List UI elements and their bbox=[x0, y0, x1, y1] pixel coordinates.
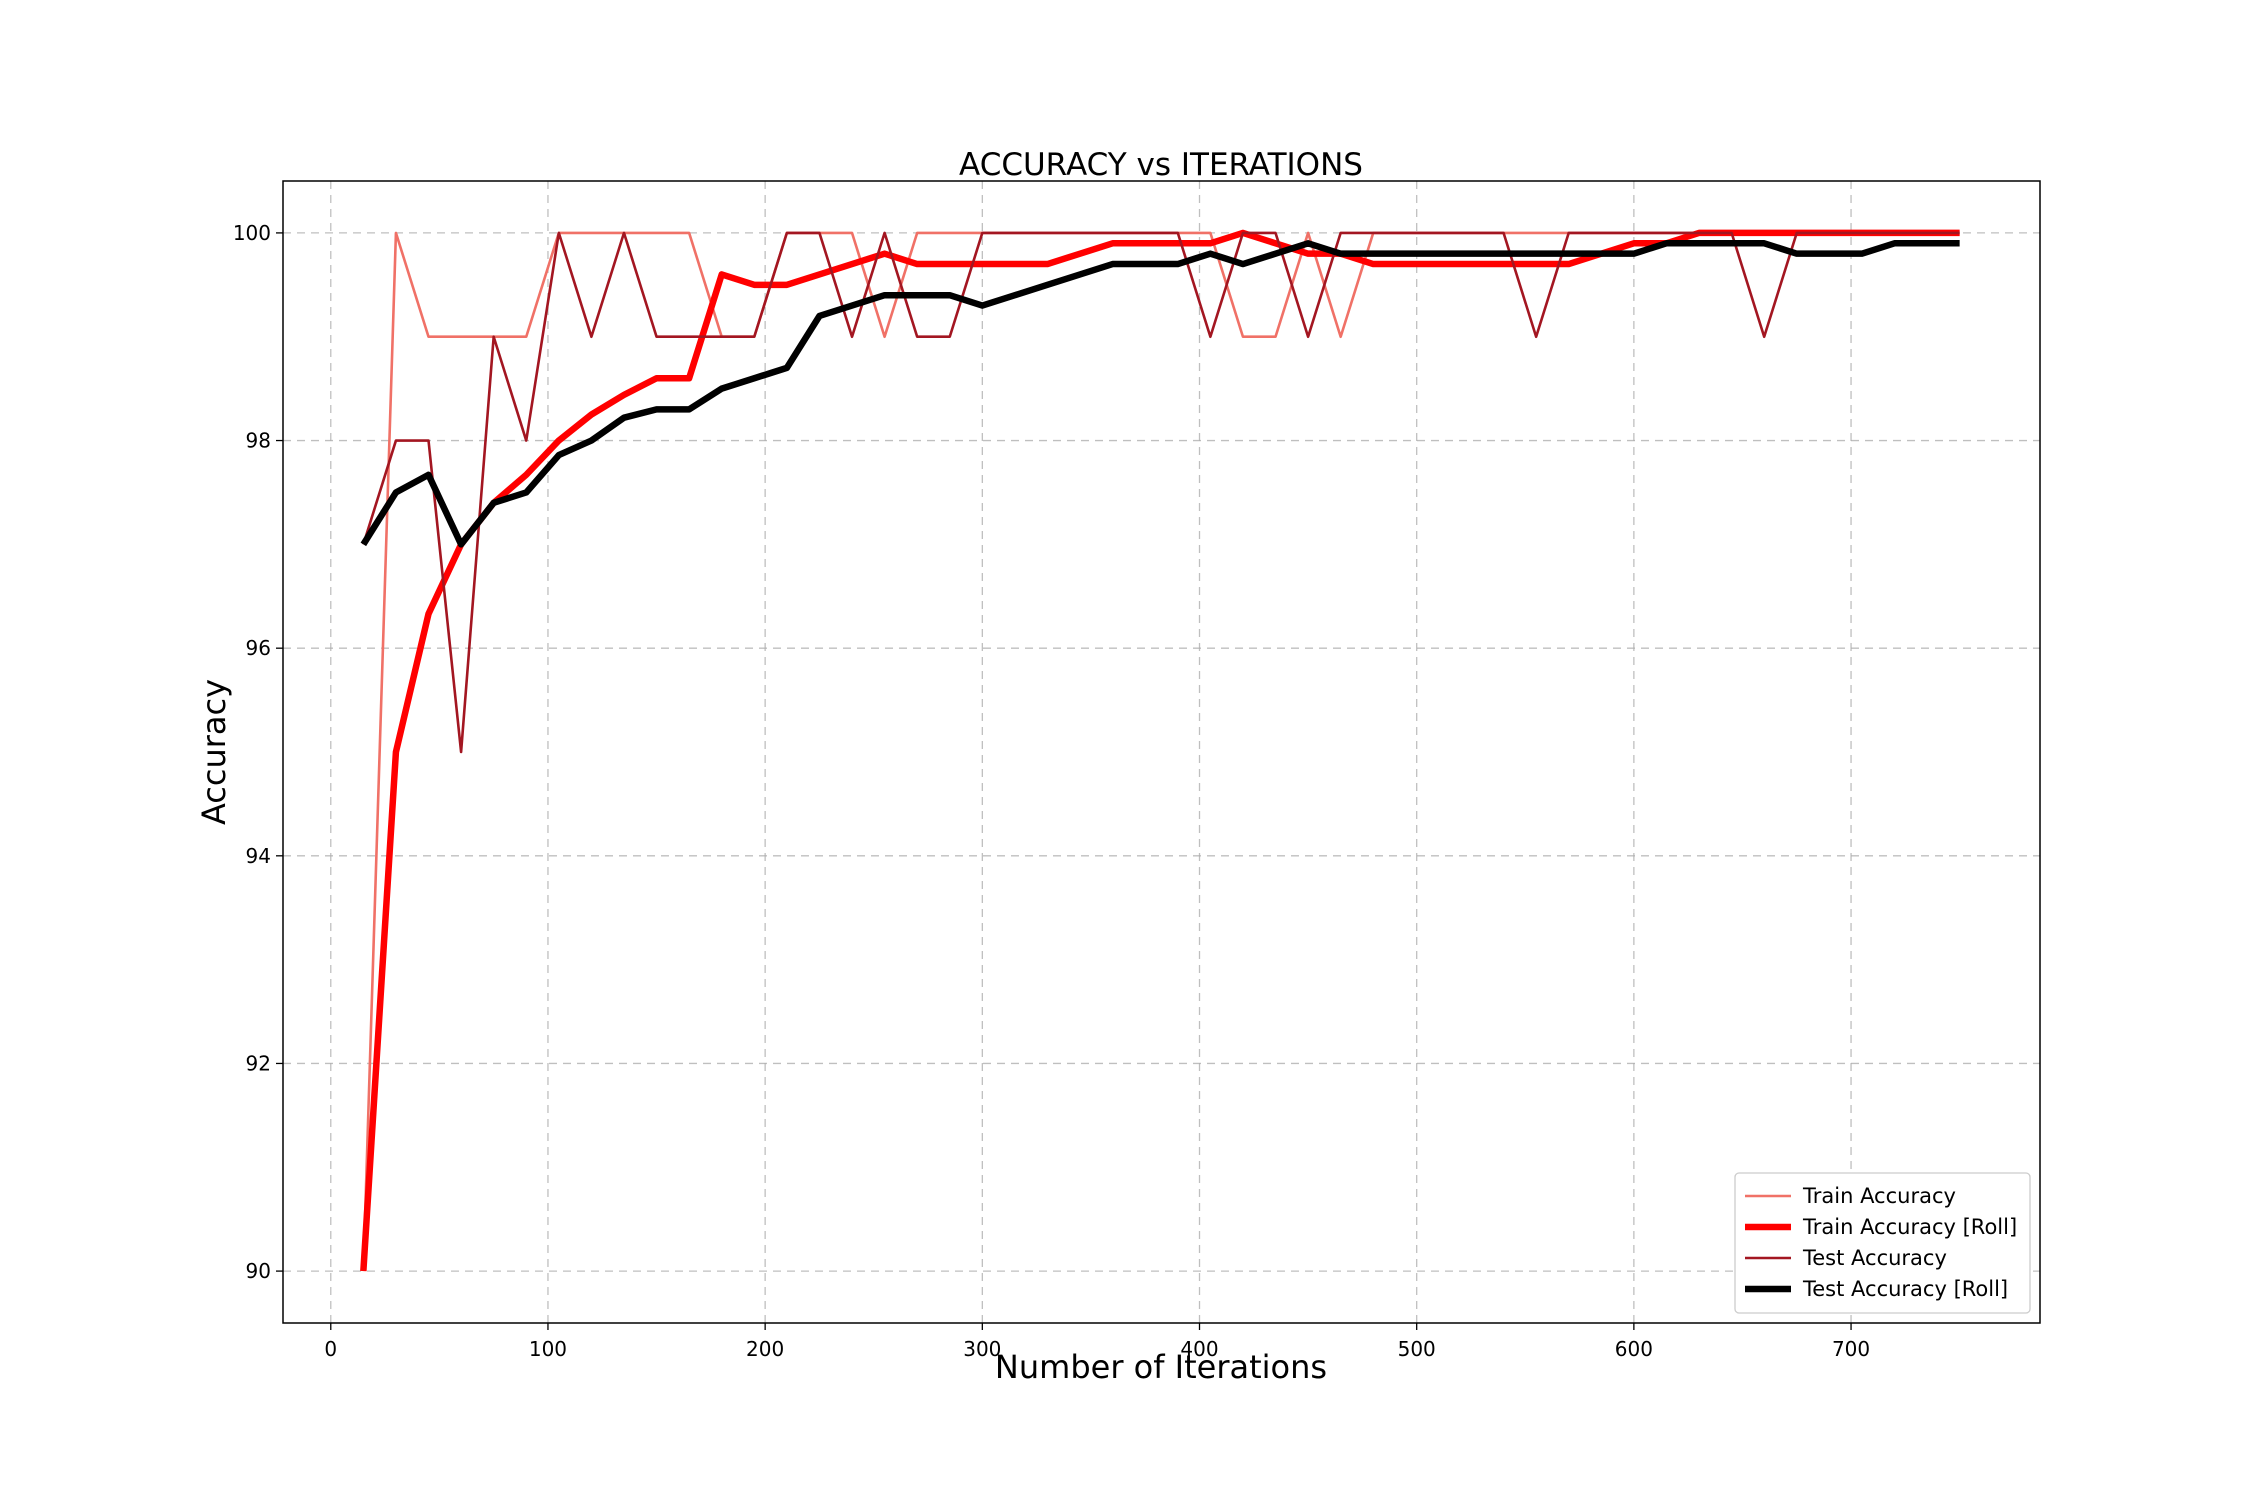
axis-ticks: 0 100 200 300 400 500 600 700 90 92 94 96 98 100 bbox=[233, 221, 1870, 1361]
legend-label-1: Train Accuracy bbox=[1802, 1184, 1956, 1208]
legend-label-4: Test Accuracy [Roll] bbox=[1802, 1277, 2008, 1301]
legend: Train Accuracy Train Accuracy [Roll] Test … bbox=[1734, 1172, 2031, 1314]
x-tick-label: 500 bbox=[1398, 1337, 1436, 1361]
chart-title: ACCURACY vs ITERATIONS bbox=[959, 147, 1363, 183]
y-tick-label: 94 bbox=[246, 844, 271, 868]
y-tick-label: 90 bbox=[246, 1259, 271, 1283]
x-tick-label: 600 bbox=[1615, 1337, 1653, 1361]
x-tick-label: 300 bbox=[963, 1337, 1001, 1361]
x-tick-label: 400 bbox=[1180, 1337, 1218, 1361]
series-line-2 bbox=[360, 229, 1960, 1272]
x-tick-label: 200 bbox=[746, 1337, 784, 1361]
series-line-3 bbox=[362, 231, 1960, 754]
legend-box bbox=[1734, 1172, 2031, 1314]
grid-lines bbox=[283, 181, 2040, 1323]
x-tick-label: 700 bbox=[1832, 1337, 1870, 1361]
y-tick-label: 100 bbox=[233, 221, 271, 245]
x-tick-label: 0 bbox=[324, 1337, 337, 1361]
series-line-1 bbox=[362, 231, 1960, 1272]
y-tick-label: 92 bbox=[246, 1051, 271, 1075]
series-lines bbox=[360, 229, 1960, 1272]
y-tick-label: 96 bbox=[246, 636, 271, 660]
legend-label-3: Test Accuracy bbox=[1802, 1246, 1947, 1270]
x-axis-label: Number of Iterations bbox=[995, 1348, 1327, 1386]
y-axis-label: Accuracy bbox=[195, 679, 233, 825]
series-line-4 bbox=[360, 240, 1960, 548]
plot-frame bbox=[282, 180, 2041, 1324]
legend-label-2: Train Accuracy [Roll] bbox=[1802, 1215, 2017, 1239]
x-tick-label: 100 bbox=[529, 1337, 567, 1361]
y-tick-label: 98 bbox=[246, 429, 271, 453]
